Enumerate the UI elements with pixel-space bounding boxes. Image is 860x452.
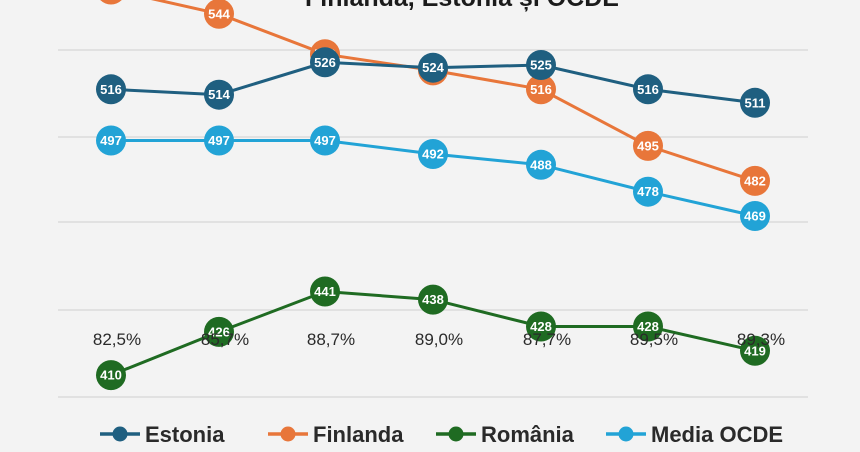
data-label: 438 [422, 292, 444, 307]
data-label: 516 [637, 82, 659, 97]
data-point [633, 130, 663, 161]
data-label: 495 [637, 138, 659, 153]
x-tick-label: 89,0% [415, 330, 463, 349]
data-label: 478 [637, 184, 659, 199]
legend-marker [112, 426, 128, 442]
data-label: 526 [314, 55, 336, 70]
data-point [633, 311, 663, 342]
data-label: 419 [744, 343, 766, 358]
data-label: 497 [314, 133, 336, 148]
data-label: 428 [637, 319, 659, 334]
gridlines [58, 49, 808, 398]
data-point [204, 79, 234, 110]
data-point [740, 87, 770, 118]
data-label: 441 [314, 284, 336, 299]
x-tick-label: 89,3% [737, 330, 785, 349]
data-point [204, 0, 234, 29]
legend-label: Media OCDE [651, 422, 783, 447]
data-label: 497 [100, 133, 122, 148]
data-point [526, 74, 556, 105]
data-point [310, 125, 340, 156]
x-tick-label: 85,7% [201, 330, 249, 349]
data-point [96, 74, 126, 105]
data-point [96, 125, 126, 156]
data-label: 426 [208, 324, 230, 339]
data-label: 410 [100, 368, 122, 383]
data-markers: 410 426 441 438 428 428 419 497 497 497 492 488 478 4… [96, 0, 770, 391]
legend-label: Estonia [145, 422, 225, 447]
data-label: 482 [744, 173, 766, 188]
x-tick-label: 89,5% [630, 330, 678, 349]
data-point [96, 360, 126, 391]
data-point [100, 0, 122, 5]
data-point [418, 139, 448, 169]
x-tick-label: 87,7% [523, 330, 571, 349]
data-label: 544 [208, 6, 230, 21]
data-point [204, 125, 234, 156]
data-point [526, 50, 556, 80]
legend-label: Finlanda [313, 422, 404, 447]
data-point [526, 149, 556, 180]
x-axis-ticks: 82,5% 85,7% 88,7% 89,0% 87,7% 89,5% 89,3% [93, 330, 785, 349]
data-label: 514 [208, 87, 230, 102]
data-point [204, 316, 234, 347]
legend-label: România [481, 422, 575, 447]
data-point [418, 52, 448, 83]
data-point [633, 176, 663, 207]
legend-marker [618, 426, 634, 442]
data-point [740, 165, 770, 196]
data-label: 525 [530, 58, 552, 73]
data-label: 516 [100, 82, 122, 97]
data-label: 511 [745, 95, 766, 110]
legend-marker [448, 426, 464, 442]
data-label: 469 [744, 209, 766, 224]
data-point [740, 335, 770, 366]
data-point [310, 47, 340, 78]
data-label: 516 [530, 82, 552, 97]
data-point [418, 284, 448, 315]
x-tick-label: 88,7% [307, 330, 355, 349]
data-label: 428 [530, 319, 552, 334]
data-label: 492 [422, 147, 444, 162]
data-point [740, 201, 770, 231]
data-label: 497 [208, 133, 230, 148]
data-label: 488 [530, 157, 552, 172]
data-point [633, 74, 663, 105]
legend-marker [280, 426, 296, 442]
data-point [526, 311, 556, 342]
data-point [310, 276, 340, 307]
chart-title: Finlanda, Estonia și OCDE [305, 0, 619, 12]
legend: Estonia Finlanda România Media OCDE [100, 422, 783, 447]
x-tick-label: 82,5% [93, 330, 141, 349]
data-label: 524 [422, 60, 444, 75]
